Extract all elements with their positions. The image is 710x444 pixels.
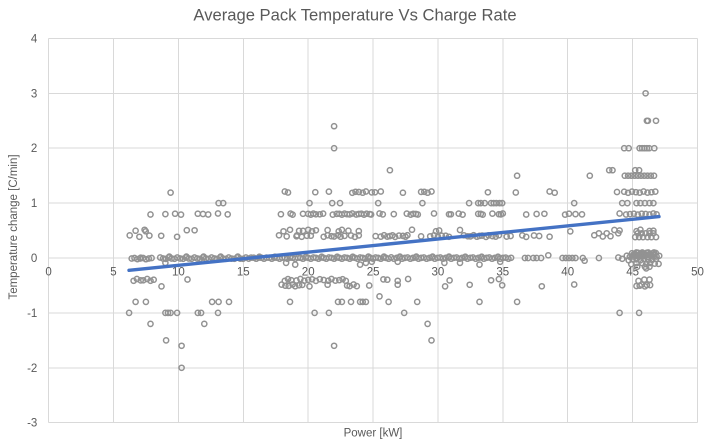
svg-text:2: 2 (31, 143, 37, 155)
svg-text:30: 30 (432, 267, 445, 279)
svg-text:Power [kW]: Power [kW] (344, 428, 403, 440)
svg-text:45: 45 (626, 267, 639, 279)
svg-text:-1: -1 (27, 308, 37, 320)
svg-text:20: 20 (302, 267, 315, 279)
svg-text:4: 4 (31, 33, 38, 45)
svg-text:15: 15 (237, 267, 250, 279)
svg-text:10: 10 (172, 267, 185, 279)
svg-text:-3: -3 (27, 418, 37, 430)
svg-text:0: 0 (31, 253, 37, 265)
svg-text:50: 50 (691, 267, 704, 279)
svg-text:5: 5 (110, 267, 116, 279)
svg-text:35: 35 (496, 267, 509, 279)
svg-text:0: 0 (45, 267, 51, 279)
svg-text:Temperature change [C/min]: Temperature change [C/min] (8, 154, 20, 299)
svg-text:40: 40 (561, 267, 574, 279)
svg-text:3: 3 (31, 88, 37, 100)
svg-text:1: 1 (31, 198, 37, 210)
svg-text:Average Pack Temperature Vs Ch: Average Pack Temperature Vs Charge Rate (193, 6, 516, 25)
svg-text:-2: -2 (27, 363, 37, 375)
svg-text:25: 25 (367, 267, 380, 279)
